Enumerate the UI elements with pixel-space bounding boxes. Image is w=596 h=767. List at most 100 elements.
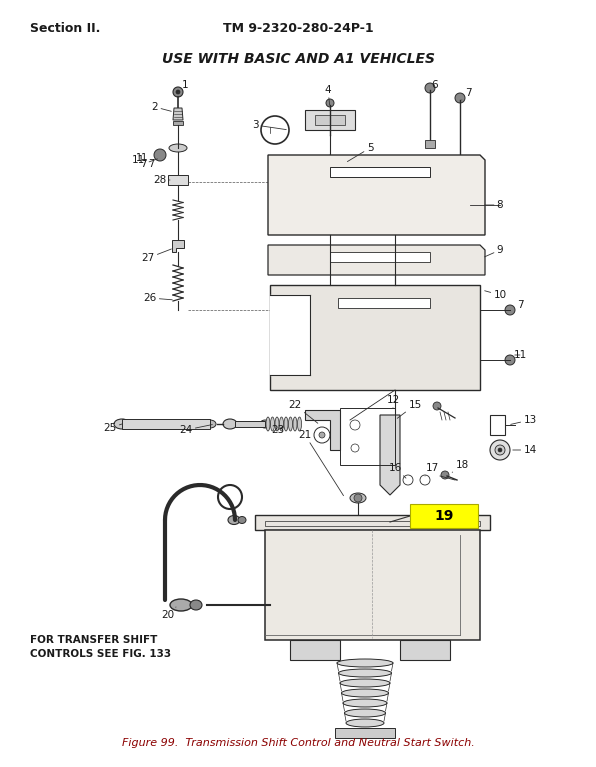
Circle shape — [427, 192, 433, 198]
Polygon shape — [338, 298, 430, 308]
Polygon shape — [270, 295, 310, 375]
Ellipse shape — [288, 417, 293, 431]
Text: 7: 7 — [462, 88, 471, 100]
Ellipse shape — [340, 679, 390, 687]
Text: 25: 25 — [103, 423, 122, 433]
Text: 13: 13 — [511, 415, 536, 425]
Text: 18: 18 — [452, 460, 468, 472]
Ellipse shape — [342, 689, 389, 697]
Polygon shape — [172, 240, 184, 252]
Ellipse shape — [337, 659, 393, 667]
Text: 20: 20 — [162, 607, 176, 620]
Text: 11: 11 — [131, 155, 145, 165]
Text: 22: 22 — [288, 400, 318, 423]
Polygon shape — [122, 419, 210, 429]
Text: 21: 21 — [299, 430, 343, 495]
Polygon shape — [268, 245, 485, 275]
Text: 16: 16 — [389, 463, 406, 478]
Polygon shape — [425, 140, 435, 148]
Polygon shape — [335, 728, 395, 738]
Polygon shape — [268, 155, 485, 235]
Circle shape — [441, 471, 449, 479]
Polygon shape — [265, 530, 480, 640]
Circle shape — [425, 83, 435, 93]
Ellipse shape — [169, 144, 187, 152]
Circle shape — [471, 356, 479, 364]
Text: 17: 17 — [425, 463, 439, 476]
Bar — [410, 504, 478, 528]
Polygon shape — [270, 127, 280, 133]
Ellipse shape — [260, 420, 270, 428]
Ellipse shape — [346, 719, 384, 727]
Polygon shape — [290, 640, 340, 660]
Circle shape — [154, 149, 166, 161]
Text: 26: 26 — [144, 293, 172, 303]
Text: Figure 99.  Transmission Shift Control and Neutral Start Switch.: Figure 99. Transmission Shift Control an… — [122, 738, 474, 748]
Text: 6: 6 — [430, 80, 438, 93]
Text: 14: 14 — [513, 445, 536, 455]
Text: 4: 4 — [325, 85, 331, 105]
Circle shape — [490, 440, 510, 460]
Text: 11: 11 — [513, 350, 527, 360]
Polygon shape — [255, 515, 490, 530]
Text: 7: 7 — [148, 159, 154, 169]
Ellipse shape — [343, 699, 387, 707]
Circle shape — [433, 402, 441, 410]
Text: 1: 1 — [178, 80, 188, 93]
Polygon shape — [315, 115, 345, 125]
Text: 11: 11 — [136, 153, 148, 163]
Ellipse shape — [339, 669, 392, 677]
Text: 24: 24 — [179, 425, 212, 435]
Ellipse shape — [266, 417, 270, 431]
Ellipse shape — [271, 417, 275, 431]
Text: 28: 28 — [153, 175, 170, 185]
Ellipse shape — [344, 709, 386, 717]
Ellipse shape — [238, 516, 246, 524]
Ellipse shape — [204, 420, 216, 428]
Circle shape — [498, 448, 502, 452]
Ellipse shape — [275, 417, 279, 431]
Polygon shape — [400, 640, 450, 660]
Circle shape — [354, 494, 362, 502]
Text: 5: 5 — [347, 143, 373, 162]
Ellipse shape — [223, 419, 237, 429]
Text: 8: 8 — [485, 200, 503, 210]
Polygon shape — [168, 175, 188, 185]
Circle shape — [505, 355, 515, 365]
Circle shape — [176, 90, 180, 94]
Ellipse shape — [280, 417, 284, 431]
Ellipse shape — [293, 417, 297, 431]
Circle shape — [173, 87, 183, 97]
Text: Section II.: Section II. — [30, 22, 100, 35]
Text: 27: 27 — [141, 249, 172, 263]
Text: 23: 23 — [271, 425, 285, 435]
Circle shape — [437, 197, 443, 203]
Text: 7: 7 — [139, 159, 157, 169]
Text: 19: 19 — [434, 509, 454, 523]
Text: USE WITH BASIC AND A1 VEHICLES: USE WITH BASIC AND A1 VEHICLES — [162, 52, 434, 66]
Ellipse shape — [297, 417, 302, 431]
Text: 9: 9 — [485, 245, 503, 257]
Ellipse shape — [170, 599, 192, 611]
Polygon shape — [330, 252, 430, 262]
Circle shape — [471, 306, 479, 314]
Circle shape — [505, 305, 515, 315]
Polygon shape — [235, 421, 265, 427]
Text: 2: 2 — [152, 102, 171, 112]
Text: 15: 15 — [397, 400, 421, 418]
Circle shape — [326, 99, 334, 107]
Text: 10: 10 — [485, 290, 507, 300]
Polygon shape — [380, 415, 400, 495]
Polygon shape — [173, 121, 183, 125]
Polygon shape — [330, 167, 430, 177]
Circle shape — [455, 93, 465, 103]
Circle shape — [495, 445, 505, 455]
Polygon shape — [305, 110, 355, 130]
Ellipse shape — [114, 419, 130, 429]
Text: TM 9-2320-280-24P-1: TM 9-2320-280-24P-1 — [223, 22, 373, 35]
Polygon shape — [305, 410, 340, 450]
Ellipse shape — [284, 417, 288, 431]
Polygon shape — [173, 108, 183, 120]
Ellipse shape — [190, 600, 202, 610]
Ellipse shape — [228, 515, 240, 525]
